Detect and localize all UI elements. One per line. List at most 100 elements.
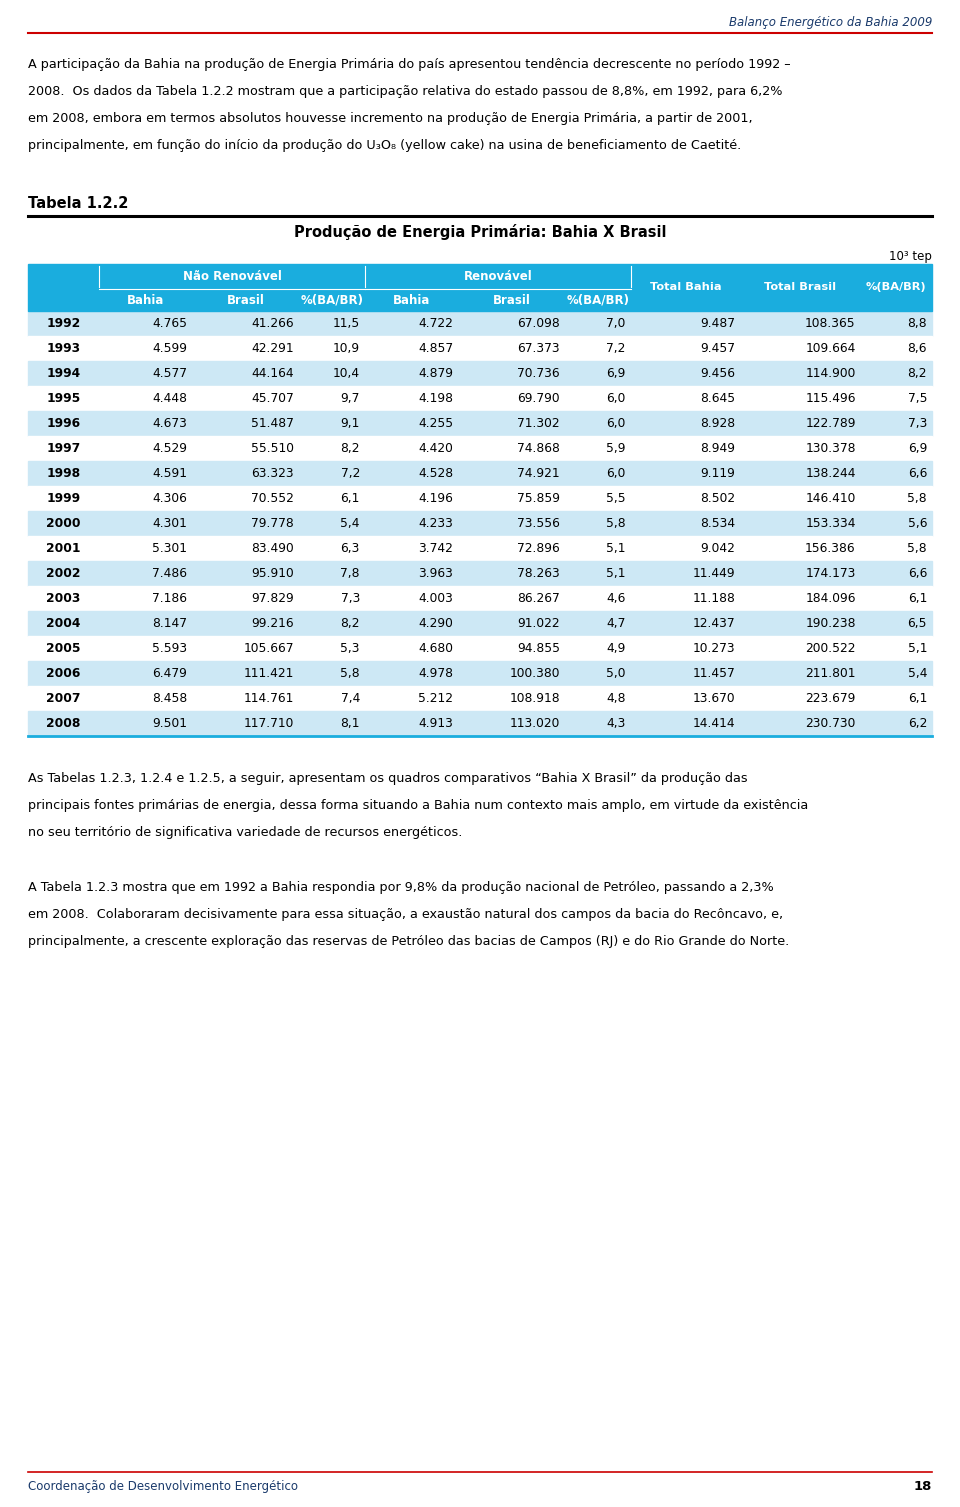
Text: 4.003: 4.003 [419, 592, 453, 604]
Text: principalmente, em função do início da produção do U₃O₈ (yellow cake) na usina d: principalmente, em função do início da p… [28, 139, 741, 152]
Text: 4.255: 4.255 [418, 417, 453, 429]
Text: 63.323: 63.323 [252, 467, 294, 481]
Bar [28, 461, 932, 485]
Text: 8,6: 8,6 [907, 342, 927, 356]
Text: 4.577: 4.577 [153, 368, 187, 380]
Text: 14.414: 14.414 [692, 717, 735, 729]
Text: 67.373: 67.373 [517, 342, 560, 356]
Text: 79.778: 79.778 [252, 517, 294, 530]
Text: 4.978: 4.978 [419, 668, 453, 680]
Text: 6,2: 6,2 [907, 717, 927, 729]
Text: Balanço Energético da Bahia 2009: Balanço Energético da Bahia 2009 [729, 17, 932, 29]
Text: 45.707: 45.707 [252, 392, 294, 405]
Bar [28, 336, 932, 362]
Text: 7,2: 7,2 [607, 342, 626, 356]
Text: 7,3: 7,3 [907, 417, 927, 429]
Text: 113.020: 113.020 [510, 717, 560, 729]
Text: 9.501: 9.501 [153, 717, 187, 729]
Text: 8.645: 8.645 [700, 392, 735, 405]
Text: 10,9: 10,9 [333, 342, 360, 356]
Text: 44.164: 44.164 [252, 368, 294, 380]
Text: Brasil: Brasil [492, 294, 531, 306]
Bar [28, 536, 932, 561]
Text: 9.119: 9.119 [701, 467, 735, 481]
Text: 6,1: 6,1 [907, 692, 927, 705]
Text: 2005: 2005 [46, 642, 81, 656]
Text: 7.186: 7.186 [153, 592, 187, 604]
Bar [28, 662, 932, 686]
Text: 4.290: 4.290 [419, 616, 453, 630]
Text: 105.667: 105.667 [244, 642, 294, 656]
Text: 2002: 2002 [46, 567, 81, 580]
Text: no seu território de significativa variedade de recursos energéticos.: no seu território de significativa varie… [28, 826, 463, 839]
Text: 211.801: 211.801 [805, 668, 855, 680]
Text: 11.188: 11.188 [692, 592, 735, 604]
Text: 97.829: 97.829 [252, 592, 294, 604]
Text: 8.147: 8.147 [153, 616, 187, 630]
Text: 1998: 1998 [46, 467, 81, 481]
Text: 8,2: 8,2 [907, 368, 927, 380]
Text: 83.490: 83.490 [252, 543, 294, 555]
Text: 1994: 1994 [46, 368, 81, 380]
Text: 9,7: 9,7 [341, 392, 360, 405]
Text: 11,5: 11,5 [333, 316, 360, 330]
Bar [28, 636, 932, 662]
Text: 8,2: 8,2 [341, 442, 360, 455]
Text: 4.198: 4.198 [419, 392, 453, 405]
Text: 9.487: 9.487 [700, 316, 735, 330]
Text: 6,5: 6,5 [907, 616, 927, 630]
Text: 74.921: 74.921 [517, 467, 560, 481]
Text: 114.900: 114.900 [805, 368, 855, 380]
Text: 184.096: 184.096 [805, 592, 855, 604]
Text: 5,4: 5,4 [907, 668, 927, 680]
Text: 69.790: 69.790 [517, 392, 560, 405]
Text: 6,1: 6,1 [907, 592, 927, 604]
Text: 130.378: 130.378 [805, 442, 855, 455]
Text: em 2008, embora em termos absolutos houvesse incremento na produção de Energia P: em 2008, embora em termos absolutos houv… [28, 112, 753, 125]
Text: 4,6: 4,6 [607, 592, 626, 604]
Text: 6,0: 6,0 [607, 417, 626, 429]
Text: 5,3: 5,3 [341, 642, 360, 656]
Text: 122.789: 122.789 [805, 417, 855, 429]
Text: 8.534: 8.534 [700, 517, 735, 530]
Text: Total Brasil: Total Brasil [764, 282, 836, 292]
Text: 3.963: 3.963 [419, 567, 453, 580]
Text: 4.196: 4.196 [419, 491, 453, 505]
Text: 4,3: 4,3 [607, 717, 626, 729]
Text: 6,6: 6,6 [907, 467, 927, 481]
Text: Total Bahia: Total Bahia [650, 282, 721, 292]
Text: 5,8: 5,8 [907, 491, 927, 505]
Text: 9,1: 9,1 [341, 417, 360, 429]
Text: 200.522: 200.522 [805, 642, 855, 656]
Text: 4.680: 4.680 [419, 642, 453, 656]
Text: 156.386: 156.386 [805, 543, 855, 555]
Text: 2007: 2007 [46, 692, 81, 705]
Text: 7,8: 7,8 [341, 567, 360, 580]
Text: 5,0: 5,0 [606, 668, 626, 680]
Text: Tabela 1.2.2: Tabela 1.2.2 [28, 196, 129, 211]
Text: 75.859: 75.859 [516, 491, 560, 505]
Text: 4.879: 4.879 [419, 368, 453, 380]
Text: 41.266: 41.266 [252, 316, 294, 330]
Text: 8,8: 8,8 [907, 316, 927, 330]
Text: em 2008.  Colaboraram decisivamente para essa situação, a exaustão natural dos c: em 2008. Colaboraram decisivamente para … [28, 909, 783, 921]
Text: 99.216: 99.216 [252, 616, 294, 630]
Text: 146.410: 146.410 [805, 491, 855, 505]
Text: 5.212: 5.212 [419, 692, 453, 705]
Text: 2006: 2006 [46, 668, 81, 680]
Text: 18: 18 [914, 1480, 932, 1493]
Text: 95.910: 95.910 [252, 567, 294, 580]
Text: 4.857: 4.857 [418, 342, 453, 356]
Text: principalmente, a crescente exploração das reservas de Petróleo das bacias de Ca: principalmente, a crescente exploração d… [28, 934, 789, 948]
Text: 55.510: 55.510 [252, 442, 294, 455]
Text: 51.487: 51.487 [252, 417, 294, 429]
Text: 67.098: 67.098 [517, 316, 560, 330]
Text: 4.420: 4.420 [419, 442, 453, 455]
Text: 6,1: 6,1 [341, 491, 360, 505]
Text: 1992: 1992 [46, 316, 81, 330]
Text: 4.306: 4.306 [153, 491, 187, 505]
Text: 7.486: 7.486 [153, 567, 187, 580]
Text: Bahia: Bahia [127, 294, 164, 306]
Text: 8.949: 8.949 [700, 442, 735, 455]
Text: 78.263: 78.263 [517, 567, 560, 580]
